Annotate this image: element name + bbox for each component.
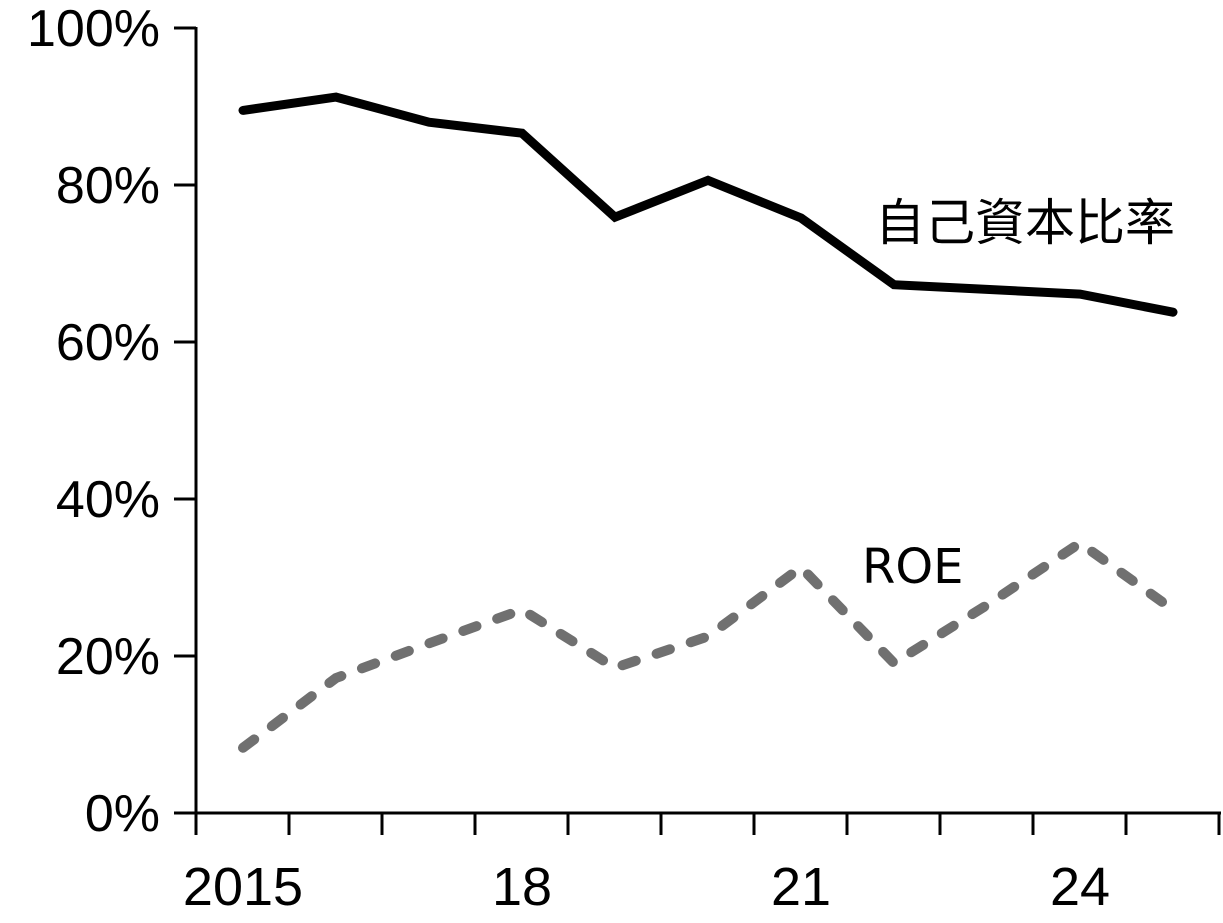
y-tick-label: 20% (56, 628, 160, 686)
x-tick-label: 18 (492, 857, 552, 917)
y-tick-label: 0% (85, 785, 160, 843)
x-tick-label: 2015 (183, 857, 303, 917)
y-tick-label: 100% (27, 0, 160, 58)
equity-ratio-line (238, 92, 1178, 317)
roe-line (238, 536, 1178, 753)
x-axis: 2015 18 21 24 (183, 811, 1221, 917)
y-tick-label: 80% (56, 157, 160, 215)
x-tick-label: 21 (771, 857, 831, 917)
series-labels: 自己資本比率 ROE (862, 194, 1175, 595)
y-tick-label: 60% (56, 314, 160, 372)
y-axis: 0% 20% 40% 60% 80% 100% (27, 0, 198, 843)
series-label-equity-ratio: 自己資本比率 (875, 194, 1175, 252)
series-lines (238, 92, 1178, 753)
series-label-roe: ROE (862, 539, 963, 595)
y-tick-label: 40% (56, 471, 160, 529)
x-tick-label: 24 (1050, 857, 1110, 917)
